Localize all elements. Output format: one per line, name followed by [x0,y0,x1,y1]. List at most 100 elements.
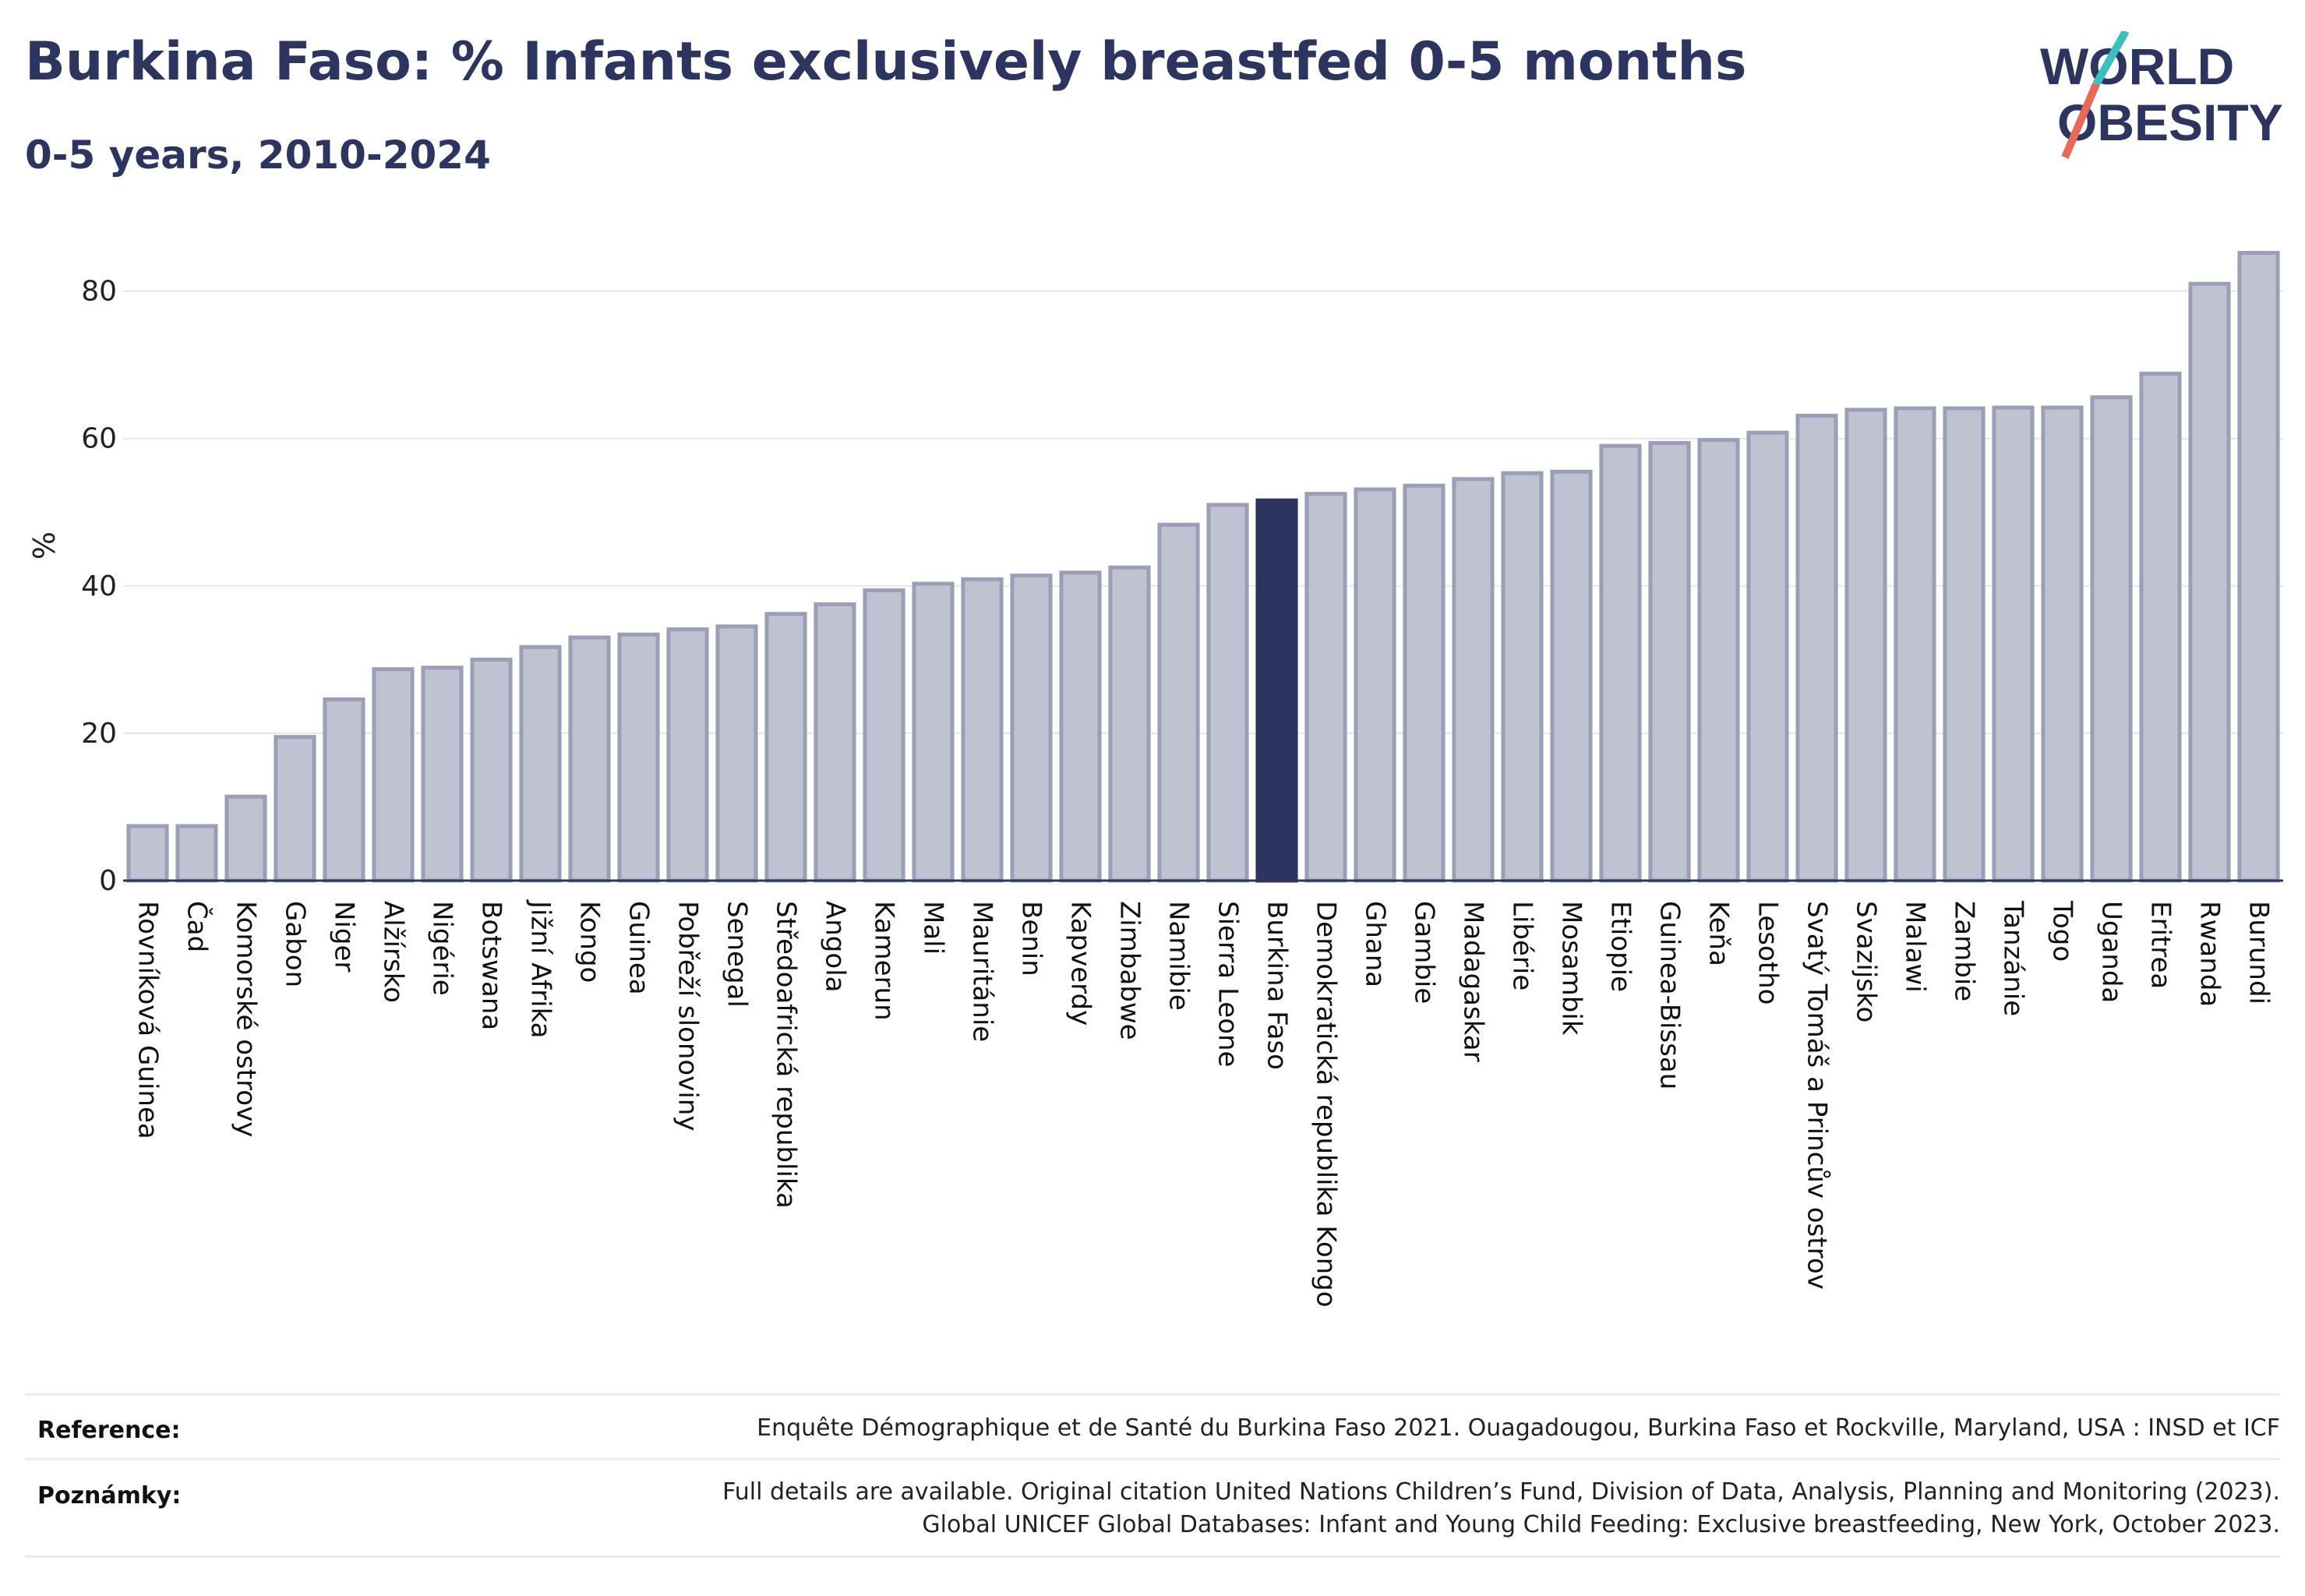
y-axis-label: % [27,531,62,560]
x-tick-label: Mali [918,901,949,955]
x-tick-label: Niger [329,901,360,972]
chart-title: Burkina Faso: % Infants exclusively brea… [25,31,1747,93]
x-tick-label: Alžírsko [378,901,409,1003]
bar [372,667,415,883]
world-obesity-logo: WORLD OBESITY [2040,31,2283,159]
y-tick-label: 0 [99,865,117,897]
bar [1648,440,1691,883]
x-tick-label: Rovníková Guinea [132,901,164,1139]
logo-line1: WORLD [2040,37,2234,95]
logo-slash-red [2061,83,2100,159]
x-tick-label: Burundi [2243,901,2275,1005]
bar [1992,405,2035,883]
bar [1894,406,1936,883]
bar [1697,438,1740,883]
bar [2139,372,2182,883]
y-tick-label: 60 [81,423,117,455]
x-tick-label: Demokratická republika Kongo [1311,901,1342,1308]
x-tick-label: Namibie [1163,901,1195,1011]
bar [126,824,169,883]
bar [519,644,562,883]
bar [2188,281,2231,883]
logo-line2: OBESITY [2057,94,2283,151]
bar [1746,430,1789,883]
x-tick-label: Komorské ostrovy [231,901,262,1137]
y-tick-label: 80 [81,276,117,308]
x-tick-label: Svazijsko [1851,901,1882,1022]
bar [1943,406,1986,883]
x-tick-label: Zimbabwe [1114,901,1145,1040]
x-tick-label: Svatý Tomáš a Princův ostrov [1802,901,1833,1290]
x-tick-label: Keňa [1703,901,1735,966]
reference-label: Reference: [37,1417,181,1444]
bar [863,588,905,883]
notes-label: Poznámky: [37,1482,182,1509]
bar [274,735,316,883]
bar [1354,487,1396,883]
x-tick-label: Sierra Leone [1213,901,1244,1067]
x-tick-label: Kamerun [869,901,900,1021]
x-tick-label: Burkina Faso [1262,901,1293,1070]
x-tick-label: Botswana [476,901,507,1030]
x-tick-label: Etiopie [1605,901,1636,992]
bar [961,577,1004,883]
x-tick-label: Gambie [1409,901,1440,1004]
bar [814,602,856,883]
bar [1157,522,1200,883]
x-tick-label: Madagaskar [1458,901,1489,1062]
bar [666,627,709,883]
x-tick-label: Jižní Afrika [525,899,556,1039]
footer-divider-top [25,1393,2280,1396]
bar [715,624,758,883]
bar [568,635,611,883]
bar [617,632,660,883]
bar [912,581,955,883]
reference-text: Enquête Démographique et de Santé du Bur… [757,1414,2280,1442]
x-tick-label: Kapverdy [1065,901,1096,1026]
logo-slash-teal [2092,31,2130,87]
x-tick-label: Benin [1016,901,1047,976]
bar [421,666,464,883]
x-tick-label: Senegal [722,901,753,1008]
x-tick-label: Ghana [1360,901,1391,987]
bar [224,794,267,883]
bar [1255,498,1298,883]
x-tick-label: Rwanda [2194,901,2226,1007]
x-tick-label: Guinea [623,901,655,995]
x-tick-label: Pobřeží slonoviny [672,901,704,1131]
footer-divider-mid [25,1458,2280,1460]
bar [1599,443,1642,883]
x-tick-label: Togo [2047,900,2078,962]
bar [2237,250,2280,883]
x-tick-label: Mosambik [1556,901,1587,1036]
bar [1452,477,1495,883]
bar [764,612,807,883]
x-tick-label: Gabon [280,901,311,987]
x-tick-label: Středoafrická republika [771,901,802,1209]
x-tick-label: Tanzánie [1998,900,2029,1016]
notes-line2: Global UNICEF Global Databases: Infant a… [922,1511,2280,1538]
bar [1795,413,1838,883]
bar [1059,570,1102,883]
x-tick-label: Guinea-Bissau [1654,901,1686,1089]
x-tick-label: Čad [182,901,214,952]
notes-line1: Full details are available. Original cit… [722,1478,2280,1506]
bar [323,697,365,883]
x-tick-label: Malawi [1900,901,1931,993]
x-tick-label: Zambie [1949,901,1980,1001]
bar [1206,503,1249,883]
bar-chart: 0 20 40 60 80% Rovníková Guinea Čad Komorské os… [27,250,2283,1308]
bar [1501,471,1544,883]
chart-subtitle: 0-5 years, 2010-2024 [25,132,491,178]
y-tick-label: 20 [81,718,117,750]
x-tick-label: Uganda [2096,901,2127,1003]
x-tick-label: Lesotho [1753,901,1784,1005]
bar [1304,492,1347,883]
x-tick-label: Angola [820,901,851,992]
bar [470,657,513,883]
bar [1108,565,1151,883]
x-tick-label: Libérie [1507,901,1538,990]
bar [1550,469,1593,883]
bar [1010,574,1053,883]
x-tick-label: Eritrea [2145,901,2176,989]
